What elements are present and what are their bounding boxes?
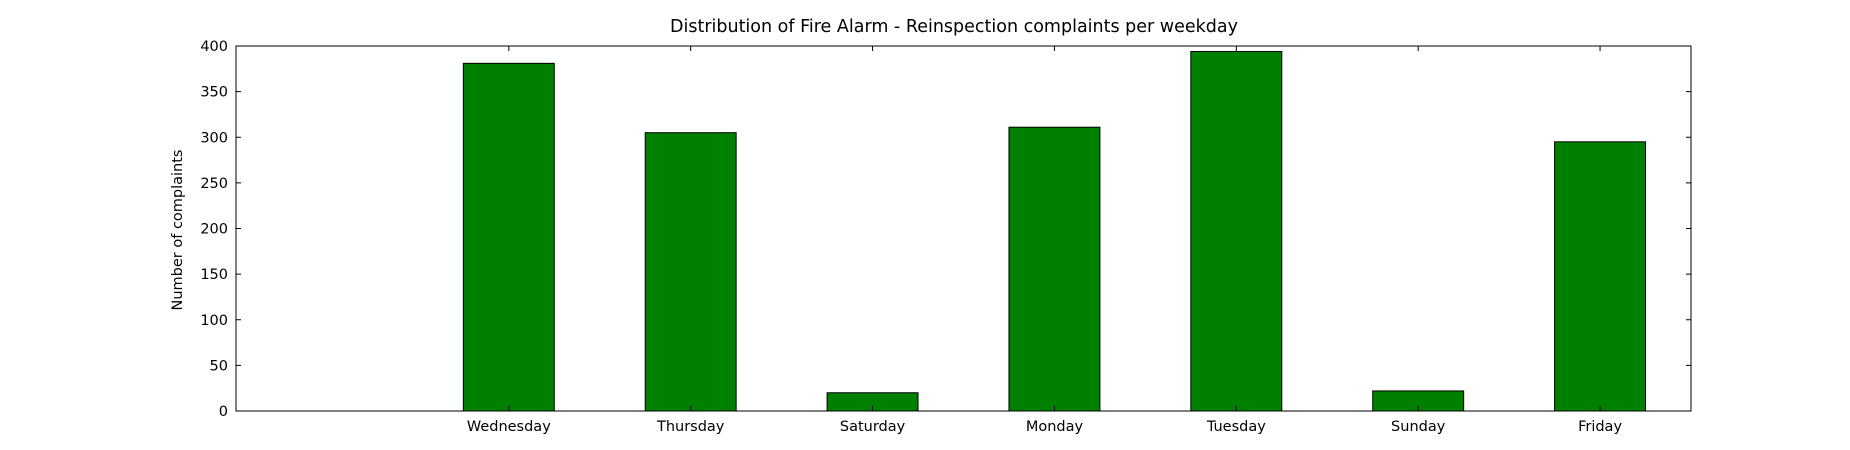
y-tick-label: 400	[200, 39, 228, 55]
x-tick-label-wednesday: Wednesday	[467, 419, 551, 435]
y-tick-label: 100	[200, 313, 228, 329]
y-tick-label: 200	[200, 222, 228, 238]
bar-wednesday	[462, 62, 555, 412]
x-tick-label-monday: Monday	[1026, 419, 1084, 435]
y-tick-label: 50	[210, 358, 228, 374]
bar-friday	[1554, 141, 1647, 412]
x-tick-label-sunday: Sunday	[1391, 419, 1446, 435]
plot-area: 0 50 100 150 200 250 300 350 400 Wednesday Thursda…	[200, 39, 1692, 435]
bar-tuesday	[1190, 50, 1283, 412]
x-tick-label-friday: Friday	[1578, 419, 1622, 435]
y-tick-label: 250	[200, 176, 228, 192]
y-tick-label: 150	[200, 267, 228, 283]
y-tick-label: 350	[200, 85, 228, 101]
x-tick-label-saturday: Saturday	[840, 419, 906, 435]
x-tick-label-thursday: Thursday	[656, 419, 725, 435]
plot-frame	[235, 45, 1692, 412]
x-tick-label-tuesday: Tuesday	[1206, 419, 1266, 435]
y-tick-label: 0	[219, 404, 228, 420]
bar-monday	[1008, 126, 1101, 412]
chart-title: Distribution of Fire Alarm - Reinspectio…	[670, 17, 1238, 37]
bar-thursday	[644, 132, 737, 412]
y-tick-label: 300	[200, 130, 228, 146]
y-axis-label: Number of complaints	[170, 150, 186, 311]
